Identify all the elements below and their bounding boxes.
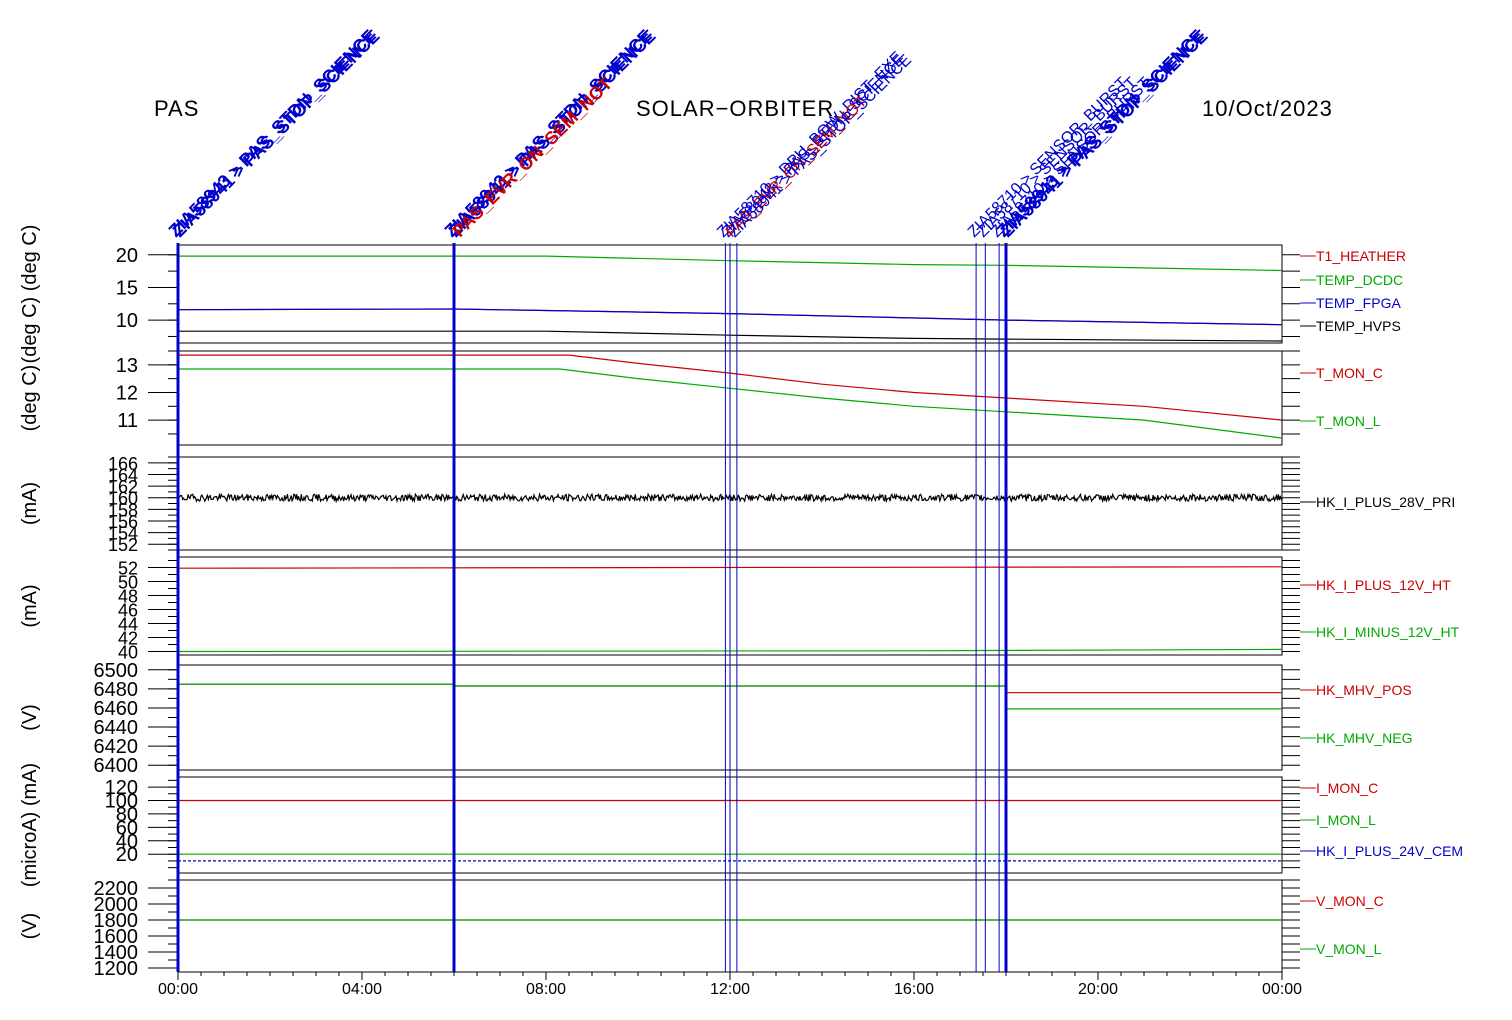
panel-ylabel: (deg C): [19, 365, 41, 432]
y-tick-label: 120: [105, 777, 138, 799]
event-label: ZIA58941 > PAS_STOP_SCIENCE: [997, 26, 1212, 241]
y-tick-label: 50: [118, 573, 138, 593]
x-tick-label: 00:00: [1262, 981, 1302, 998]
event-label: PAS_EVR_ON_SEM_NOT: [449, 73, 616, 240]
y-tick-label: 166: [108, 454, 138, 474]
legend-label: I_MON_C: [1316, 780, 1378, 796]
y-tick-label: 80: [116, 804, 138, 826]
legend-label: HK_I_MINUS_12V_HT: [1316, 624, 1460, 640]
y-tick-label: 42: [118, 629, 138, 649]
legend-label: HK_I_PLUS_28V_PRI: [1316, 494, 1455, 510]
header-left-title: PAS: [154, 96, 200, 121]
y-tick-label: 15: [116, 277, 138, 299]
legend-label: HK_MHV_POS: [1316, 682, 1412, 698]
header-center-title: SOLAR−ORBITER: [636, 96, 835, 121]
panel-ylabel: (V): [19, 704, 41, 731]
y-tick-label: 100: [105, 790, 138, 812]
x-tick-label: 04:00: [342, 981, 382, 998]
y-tick-label: 46: [118, 601, 138, 621]
y-tick-label: 40: [118, 643, 138, 663]
y-tick-label: 12: [116, 382, 138, 404]
y-tick-label: 6420: [94, 736, 139, 758]
legend-label: TEMP_HVPS: [1316, 318, 1401, 334]
y-tick-label: 44: [118, 615, 138, 635]
event-label: ZIA58941 > PAS_STOP_SCIENCE: [726, 52, 915, 241]
y-tick-label: 6460: [94, 698, 139, 720]
legend-label: TEMP_FPGA: [1316, 295, 1401, 311]
y-tick-label: 10: [116, 310, 138, 332]
y-tick-label: 154: [108, 524, 138, 544]
legend-label: V_MON_C: [1316, 893, 1384, 909]
panel-ylabel: (mA): [19, 584, 41, 627]
legend-label: V_MON_L: [1316, 941, 1382, 957]
legend-label: T_MON_C: [1316, 365, 1383, 381]
panel-ylabel: (mA): [19, 482, 41, 525]
x-tick-label: 00:00: [158, 981, 198, 998]
legend-label: T1_HEATHER: [1316, 248, 1406, 264]
y-tick-label: 1600: [94, 926, 139, 948]
series-line-hk-i-minus-12v-ht: [177, 648, 1283, 653]
y-tick-label: 1400: [94, 942, 139, 964]
y-tick-label: 2000: [94, 894, 139, 916]
event-label: ZIA58941 > PAS_STOP_SCIENCE: [169, 26, 384, 241]
event-label: ZIA58710 > SENSOR_BURST: [974, 74, 1141, 241]
x-tick-label: 12:00: [710, 981, 750, 998]
y-tick-label: 60: [116, 817, 138, 839]
y-tick-label: 40: [116, 831, 138, 853]
y-tick-label: 13: [116, 355, 138, 377]
legend-label: HK_I_PLUS_24V_CEM: [1316, 843, 1463, 859]
y-tick-label: 2200: [94, 878, 139, 900]
y-tick-label: 48: [118, 587, 138, 607]
y-tick-label: 52: [118, 559, 138, 579]
panel-ylabel: (microA) (mA): [19, 763, 41, 887]
legend-label: TEMP_DCDC: [1316, 272, 1403, 288]
y-tick-label: 11: [117, 410, 138, 432]
y-tick-label: 20: [116, 844, 138, 866]
legend-label: HK_I_PLUS_12V_HT: [1316, 577, 1451, 593]
series-line-temp-dcdc: [178, 255, 1283, 272]
panel-ylabel: (V): [19, 913, 41, 940]
header-right-date: 10/Oct/2023: [1202, 96, 1333, 121]
series-line-t-mon-l: [178, 368, 1283, 439]
y-tick-label: 160: [108, 489, 138, 509]
y-tick-label: 162: [108, 477, 138, 497]
y-tick-label: 152: [108, 535, 138, 555]
x-tick-label: 20:00: [1078, 981, 1118, 998]
panel-ylabel: (deg C) (deg C): [19, 225, 41, 364]
legend-label: I_MON_L: [1316, 812, 1376, 828]
y-tick-label: 20: [116, 245, 138, 267]
y-tick-label: 6440: [94, 717, 139, 739]
y-tick-label: 1200: [94, 958, 139, 980]
y-tick-label: 156: [108, 512, 138, 532]
x-tick-label: 08:00: [526, 981, 566, 998]
series-line-t-mon-c: [178, 354, 1283, 421]
y-tick-label: 6480: [94, 679, 139, 701]
y-tick-label: 158: [108, 500, 138, 520]
legend-label: HK_MHV_NEG: [1316, 730, 1412, 746]
legend-label: T_MON_L: [1316, 413, 1381, 429]
y-tick-label: 164: [108, 465, 138, 485]
x-tick-label: 16:00: [894, 981, 934, 998]
y-tick-label: 6500: [94, 660, 139, 682]
series-line-temp-hvps: [178, 330, 1283, 342]
y-tick-label: 1800: [94, 910, 139, 932]
y-tick-label: 6400: [94, 755, 139, 777]
